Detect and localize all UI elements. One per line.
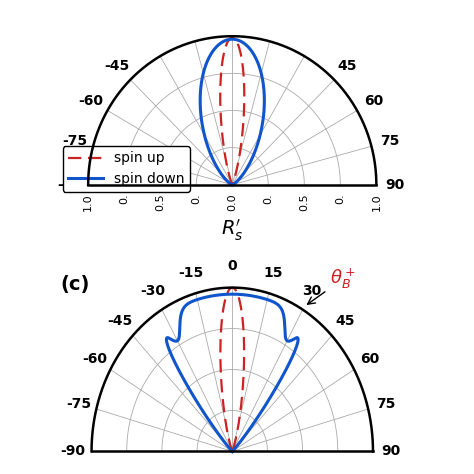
- Text: 0.: 0.: [335, 194, 346, 204]
- Text: 75: 75: [380, 134, 399, 148]
- Text: 0.: 0.: [119, 194, 129, 204]
- Text: 90: 90: [382, 445, 401, 458]
- Text: 1.0: 1.0: [83, 194, 93, 211]
- Text: 45: 45: [337, 59, 357, 73]
- Text: 75: 75: [376, 397, 395, 410]
- Text: 60: 60: [364, 94, 383, 108]
- Text: 60: 60: [360, 352, 380, 366]
- Text: 0.: 0.: [191, 194, 201, 204]
- Text: -45: -45: [107, 313, 132, 328]
- Text: -90: -90: [61, 445, 86, 458]
- Text: 0.: 0.: [263, 194, 273, 204]
- Text: -60: -60: [82, 352, 107, 366]
- Text: -60: -60: [79, 94, 104, 108]
- Text: -15: -15: [179, 265, 204, 280]
- Text: -30: -30: [140, 284, 165, 298]
- Text: $\theta_B^+$: $\theta_B^+$: [308, 267, 356, 304]
- Text: -75: -75: [66, 397, 91, 410]
- Text: 0.5: 0.5: [299, 194, 310, 211]
- Text: -90: -90: [57, 178, 82, 192]
- Text: 0: 0: [228, 259, 237, 273]
- Text: 0.0: 0.0: [227, 194, 237, 211]
- Text: $R_s^{\prime}$: $R_s^{\prime}$: [221, 218, 244, 243]
- Text: 15: 15: [264, 265, 283, 280]
- Text: 1.0: 1.0: [371, 194, 382, 211]
- Legend: spin up, spin down: spin up, spin down: [63, 146, 190, 192]
- Text: -75: -75: [63, 134, 88, 148]
- Text: 90: 90: [385, 178, 405, 192]
- Text: -45: -45: [104, 59, 130, 73]
- Text: 30: 30: [302, 284, 321, 298]
- Text: 45: 45: [335, 313, 355, 328]
- Text: 0.5: 0.5: [155, 194, 165, 211]
- Text: (c): (c): [61, 274, 90, 293]
